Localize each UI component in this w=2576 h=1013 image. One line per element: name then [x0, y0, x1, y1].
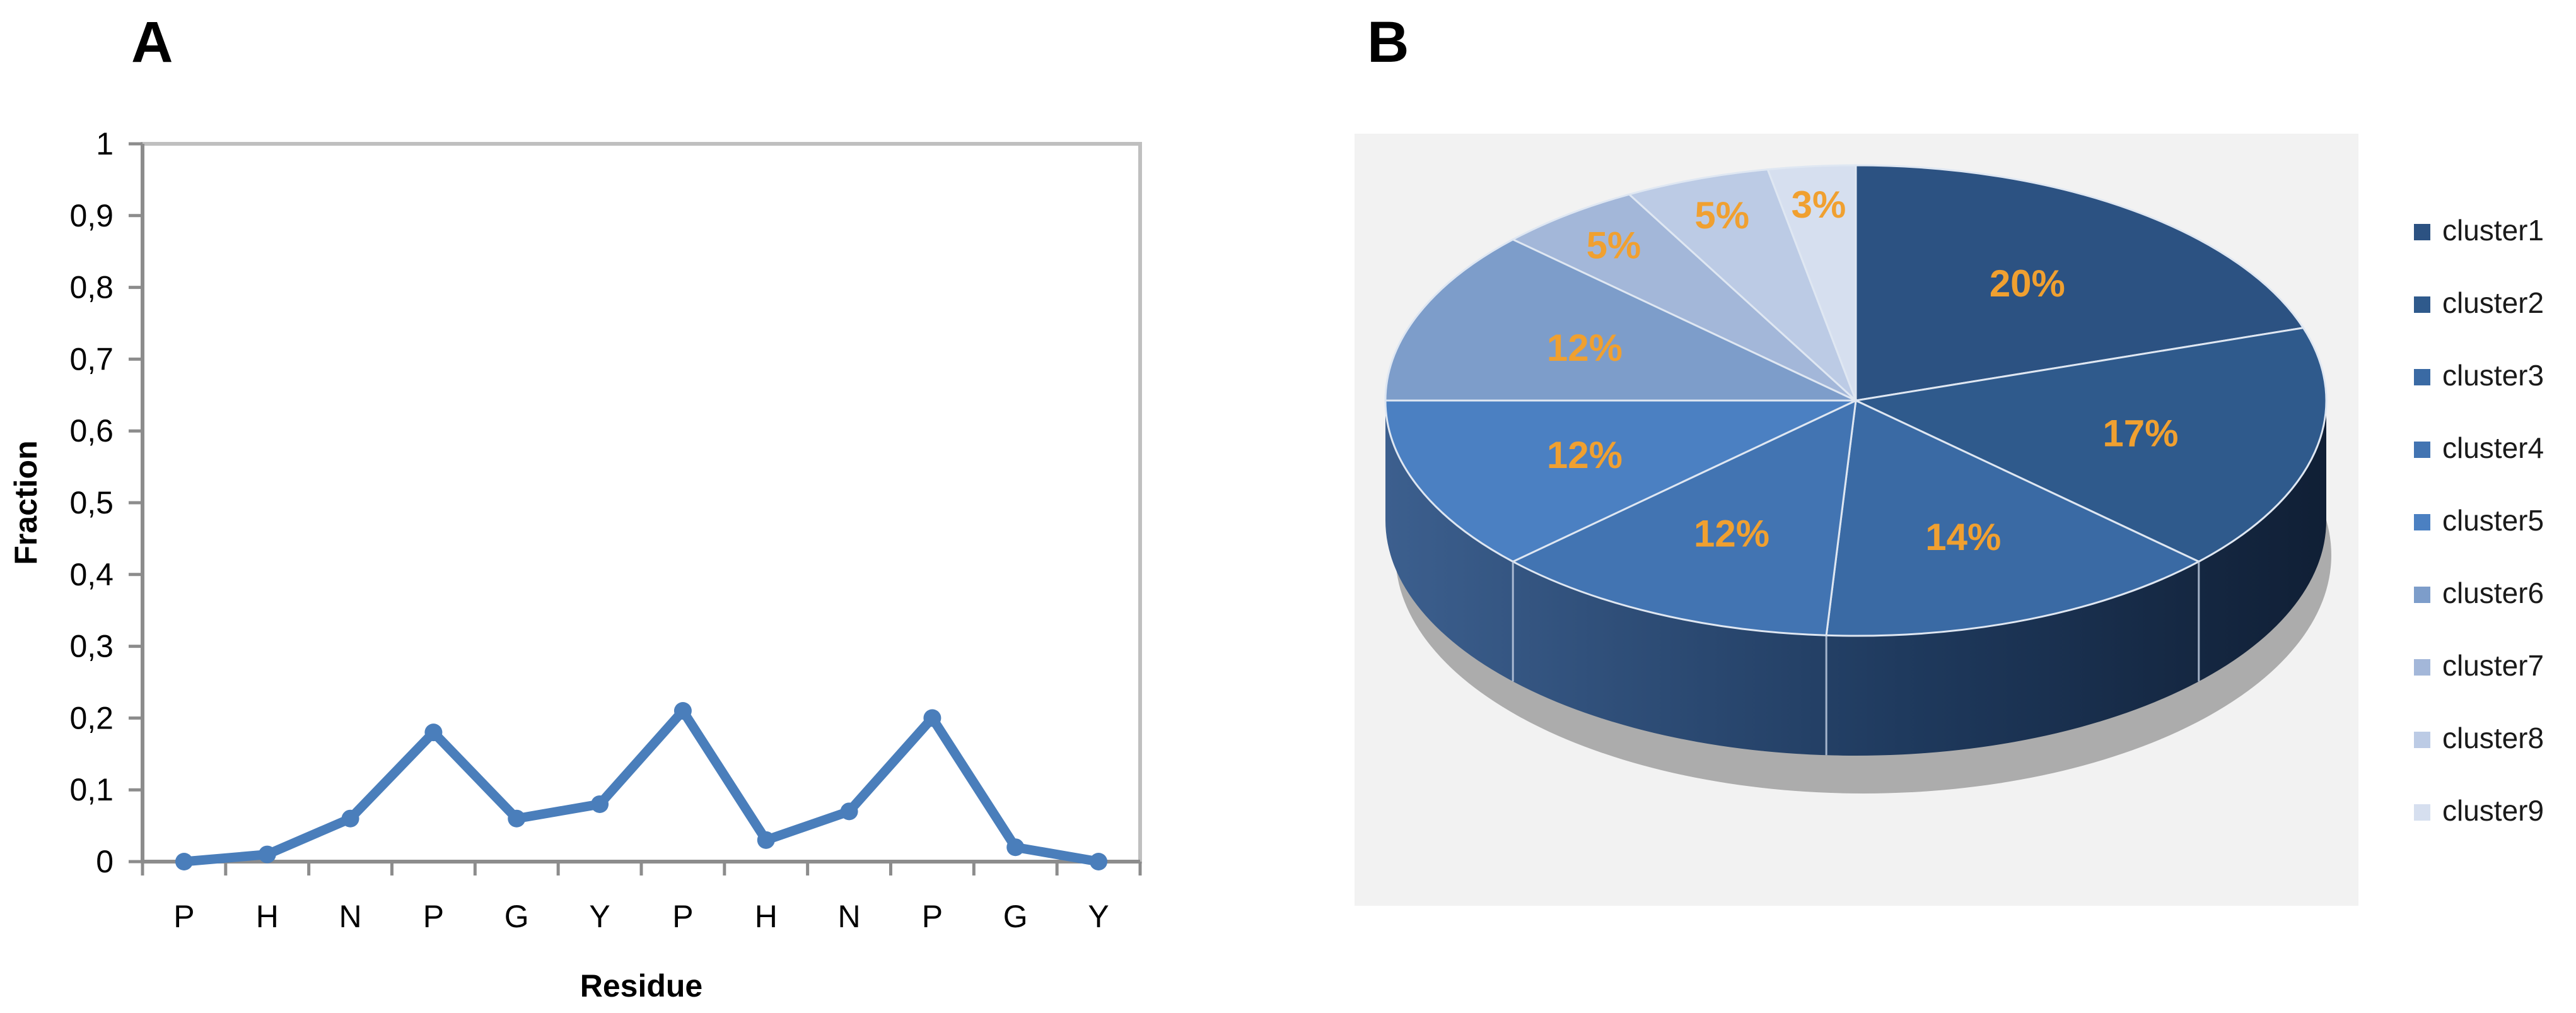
- pie-label-cluster1: 20%: [1990, 262, 2065, 305]
- data-point: [508, 809, 526, 828]
- pie-label-cluster3: 14%: [1925, 516, 2001, 558]
- legend-label-cluster8: cluster8: [2442, 722, 2544, 754]
- legend-swatch-cluster1: [2414, 224, 2430, 240]
- y-tick-label: 0,2: [69, 700, 114, 735]
- pie-label-cluster4: 12%: [1694, 512, 1769, 554]
- y-tick-label: 0,3: [69, 629, 114, 664]
- legend-label-cluster3: cluster3: [2442, 359, 2544, 392]
- pie-slice-cluster4: [1510, 399, 1857, 636]
- pie-label-cluster7: 5%: [1587, 224, 1641, 266]
- legend-swatch-cluster8: [2414, 732, 2430, 748]
- line-chart: 0 0,1 0,2 0,3 0,4 0,5 0,6 0,7 0,8 0,9 1 P H N P G Y P H N P…: [8, 126, 1142, 1004]
- data-point: [424, 723, 443, 742]
- data-point: [673, 702, 692, 720]
- x-tick-label: H: [256, 899, 279, 934]
- y-tick-label: 0,4: [69, 557, 114, 592]
- x-tick-label: Y: [1088, 899, 1109, 934]
- y-tick-label: 0: [96, 844, 114, 879]
- data-point: [258, 845, 276, 864]
- pie-percent-labels: 20% 17% 14% 12% 12% 12% 5% 5% 3%: [1547, 184, 2179, 558]
- data-point: [923, 709, 941, 727]
- x-tick-label: N: [838, 899, 861, 934]
- y-tick-label: 0,7: [69, 341, 114, 377]
- pie-slice-cluster5: [1384, 399, 1856, 563]
- y-tick-label: 0,6: [69, 413, 114, 448]
- pie-label-cluster6: 12%: [1547, 327, 1623, 369]
- legend-swatch-cluster9: [2414, 804, 2430, 821]
- pie-slice-cluster1: [1855, 164, 2305, 402]
- legend-label-cluster5: cluster5: [2442, 504, 2544, 537]
- legend-swatch-cluster3: [2414, 369, 2430, 385]
- data-point: [840, 802, 858, 821]
- legend-label-cluster4: cluster4: [2442, 431, 2544, 464]
- pie-slice-cluster6: [1384, 238, 1856, 402]
- plot-area-frame: [141, 142, 1142, 864]
- x-tick-label: G: [1003, 899, 1028, 934]
- panel-b-label: B: [1367, 10, 1409, 74]
- legend-label-cluster9: cluster9: [2442, 794, 2544, 827]
- legend-label-cluster2: cluster2: [2442, 286, 2544, 319]
- x-tick-label: P: [922, 899, 943, 934]
- series-line: [184, 706, 1100, 867]
- y-axis-ticks: 0 0,1 0,2 0,3 0,4 0,5 0,6 0,7 0,8 0,9 1: [69, 126, 143, 879]
- pie-slice-cluster8: [1627, 168, 1857, 402]
- data-point: [1006, 838, 1025, 857]
- y-tick-label: 0,1: [69, 772, 114, 807]
- legend: cluster1 cluster2 cluster3 cluster4 cluster5…: [2414, 214, 2544, 827]
- legend-label-cluster6: cluster6: [2442, 577, 2544, 609]
- pie-side-edges: [1512, 561, 2200, 756]
- data-point: [341, 809, 359, 828]
- line-series: [175, 702, 1108, 870]
- pie-side-wall: [1385, 401, 2326, 756]
- pie-chart: 20%17%14%12%12%12%5%5% 3% cluster1cluster…: [1355, 134, 2544, 906]
- data-point: [591, 795, 609, 813]
- legend-swatch-cluster7: [2414, 659, 2430, 676]
- pie-slices: [1384, 164, 2328, 637]
- y-tick-label: 0,9: [69, 198, 114, 233]
- x-tick-label: N: [339, 899, 362, 934]
- legend-label-cluster7: cluster7: [2442, 649, 2544, 682]
- x-tick-label: P: [423, 899, 444, 934]
- legend-swatch-cluster6: [2414, 587, 2430, 603]
- x-axis-title: Residue: [580, 968, 703, 1004]
- legend-swatch-cluster2: [2414, 296, 2430, 313]
- pie-label-cluster2: 17%: [2102, 412, 2178, 454]
- x-tick-label: Y: [589, 899, 610, 934]
- x-tick-label: P: [672, 899, 693, 934]
- data-point: [1090, 853, 1108, 870]
- x-tick-label: P: [173, 899, 194, 934]
- y-tick-label: 1: [96, 126, 114, 161]
- x-tick-label: H: [755, 899, 778, 934]
- y-tick-label: 0,5: [69, 485, 114, 520]
- y-tick-label: 0,8: [69, 270, 114, 305]
- legend-label-cluster1: cluster1: [2442, 214, 2544, 247]
- y-axis-title: Fraction: [8, 440, 44, 565]
- pie-label-cluster8: 5%: [1694, 194, 1749, 237]
- pie-slice-cluster7: [1510, 193, 1857, 402]
- pie-slice-cluster9: [1766, 164, 1857, 401]
- pie-label-cluster9: 3%: [1792, 184, 1846, 226]
- pie-label-cluster5: 12%: [1547, 434, 1623, 476]
- x-tick-label: G: [504, 899, 529, 934]
- panel-a-label: A: [131, 10, 173, 74]
- legend-swatch-cluster4: [2414, 442, 2430, 458]
- pie-slice-cluster2: [1852, 327, 2328, 563]
- pie-slice-cluster3: [1825, 399, 2201, 637]
- data-point: [757, 831, 775, 849]
- legend-swatch-cluster5: [2414, 514, 2430, 530]
- data-point: [175, 853, 193, 870]
